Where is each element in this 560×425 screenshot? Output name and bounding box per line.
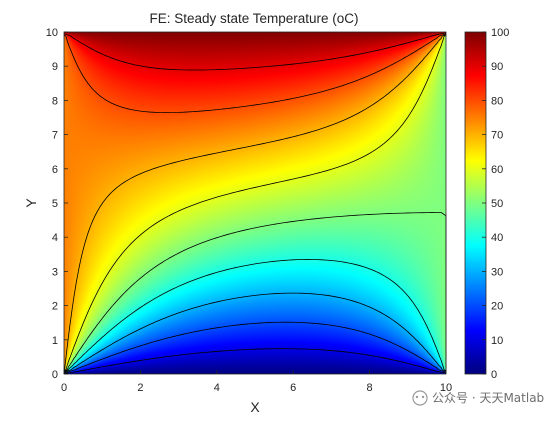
watermark: 公众号 · 天天Matlab xyxy=(412,390,544,406)
colorbar-tick-label: 10 xyxy=(491,335,503,347)
plot-area xyxy=(63,31,447,375)
x-axis: 0 2 4 6 8 10 xyxy=(61,370,452,394)
x-tick-label: 8 xyxy=(367,382,373,394)
y-axis-label: Y xyxy=(23,198,39,208)
x-tick-label: 4 xyxy=(214,382,220,394)
colorbar: 0 10 20 30 40 50 60 70 80 90 100 xyxy=(464,27,509,381)
colorbar-tick-label: 90 xyxy=(491,61,503,73)
colorbar-tick-label: 30 xyxy=(491,266,503,278)
y-tick-label: 7 xyxy=(52,130,58,142)
y-tick-label: 10 xyxy=(46,27,58,39)
colorbar-gradient xyxy=(465,32,486,374)
colorbar-tick-label: 70 xyxy=(491,130,503,142)
colorbar-tick-label: 0 xyxy=(491,369,497,381)
contour-line-20 xyxy=(63,321,447,374)
y-tick-label: 5 xyxy=(52,198,58,210)
contour-line-90 xyxy=(63,32,447,71)
x-tick-label: 2 xyxy=(137,382,143,394)
contour-line-10 xyxy=(63,348,447,374)
x-tick-label: 6 xyxy=(290,382,296,394)
y-tick-label: 6 xyxy=(52,164,58,176)
y-tick-label: 1 xyxy=(52,335,58,347)
x-tick-label: 0 xyxy=(61,382,67,394)
y-tick-label: 3 xyxy=(52,266,58,278)
y-axis: 0 1 2 3 4 5 6 7 8 9 10 xyxy=(46,27,68,381)
y-tick-label: 4 xyxy=(52,232,58,244)
colorbar-tick-label: 80 xyxy=(491,95,503,107)
watermark-text: 公众号 · 天天Matlab xyxy=(432,391,544,405)
chart-title: FE: Steady state Temperature (oC) xyxy=(149,11,358,26)
wechat-icon-eye-left xyxy=(415,395,419,399)
y-tick-label: 2 xyxy=(52,301,58,313)
colorbar-tick-label: 100 xyxy=(491,27,509,39)
contour-line-80 xyxy=(63,33,447,113)
x-tick-label: 10 xyxy=(440,382,452,394)
contour-line-40 xyxy=(63,259,447,373)
wechat-icon-eye-right xyxy=(421,395,425,399)
y-tick-label: 8 xyxy=(52,95,58,107)
y-tick-label: 0 xyxy=(52,369,58,381)
contour-line-30 xyxy=(63,292,447,373)
wechat-icon xyxy=(412,390,428,406)
colorbar-tick-label: 40 xyxy=(491,232,503,244)
y-tick-label: 9 xyxy=(52,61,58,73)
contour-lines xyxy=(63,32,447,374)
colorbar-ticks: 0 10 20 30 40 50 60 70 80 90 100 xyxy=(482,27,509,381)
colorbar-tick-label: 50 xyxy=(491,198,503,210)
colorbar-tick-label: 60 xyxy=(491,164,503,176)
x-axis-label: X xyxy=(250,399,260,415)
contour-line-60 xyxy=(63,35,447,371)
colorbar-tick-label: 20 xyxy=(491,301,503,313)
temperature-heatmap xyxy=(64,32,446,374)
